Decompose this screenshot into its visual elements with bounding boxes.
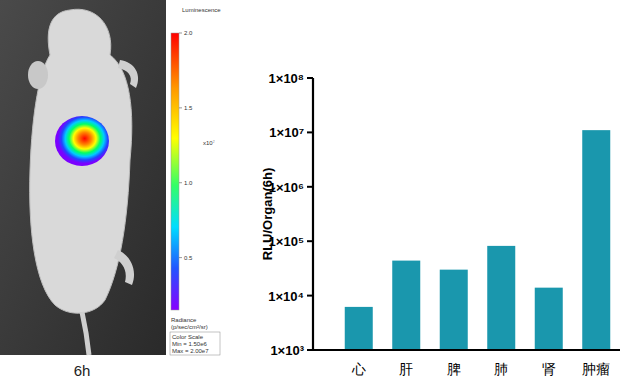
y-axis-title: RLU/Organ(6h) (260, 168, 275, 260)
bar (345, 307, 373, 350)
color-scale-text: Max = 2.00e7 (172, 348, 209, 354)
color-scale-box (170, 332, 220, 355)
mouse-photo (0, 0, 166, 355)
y-tick-label: 1×10⁸ (269, 71, 304, 86)
color-scale-text: Color Scale (172, 334, 204, 340)
caption: 6h (74, 362, 91, 379)
y-tick-label: 1×10⁷ (269, 125, 304, 140)
y-tick (307, 349, 313, 351)
colorbar-tick-label: 0.5 (184, 255, 193, 261)
y-tick (307, 77, 313, 79)
canvas: 6h Luminescence 2.0 1.5 1.0 0.5 x10⁷ Radiance(p… (0, 0, 644, 389)
x-tick-label: 肝 (399, 361, 413, 377)
x-tick-label: 脾 (447, 361, 461, 377)
x-axis (312, 349, 620, 351)
x-tick-label: 心 (351, 361, 366, 377)
mouse-tail (82, 312, 89, 355)
bar (535, 288, 563, 350)
bar (487, 246, 515, 350)
colorbar-unit: Radiance (171, 317, 197, 323)
colorbar-title: Luminescence (182, 7, 221, 13)
mouse-ear (28, 61, 48, 89)
y-tick (307, 295, 313, 297)
x-tick-label: 肿瘤 (582, 361, 610, 377)
colorbar-multiplier: x10⁷ (203, 140, 215, 146)
bar (440, 270, 468, 350)
x-tick-label: 肾 (542, 361, 556, 377)
y-tick (307, 240, 313, 242)
y-tick-label: 1×10³ (270, 343, 304, 358)
mouse-body (30, 9, 132, 313)
y-tick-label: 1×10⁴ (268, 289, 304, 304)
colorbar-tick (179, 107, 182, 108)
colorbar-tick-label: 1.0 (184, 180, 193, 186)
y-tick (307, 131, 313, 133)
x-tick-label: 肺 (494, 361, 508, 377)
colorbar-tick (179, 257, 182, 258)
y-axis (312, 78, 314, 350)
luminescence-signal (55, 116, 109, 166)
colorbar-tick-label: 1.5 (184, 105, 193, 111)
y-tick (307, 186, 313, 188)
bars (345, 130, 611, 350)
colorbar-tick (179, 33, 182, 34)
bar (392, 261, 420, 350)
colorbar-tick (179, 182, 182, 183)
colorbar (171, 33, 179, 310)
color-scale-text: Min = 1.50e6 (172, 341, 208, 347)
bar (582, 130, 610, 350)
photo-background (0, 0, 166, 355)
mouse-paw (114, 250, 134, 285)
colorbar-tick-label: 2.0 (184, 30, 193, 36)
colorbar-unit: (p/sec/cm²/sr) (171, 324, 208, 330)
mouse-paw (118, 60, 138, 88)
